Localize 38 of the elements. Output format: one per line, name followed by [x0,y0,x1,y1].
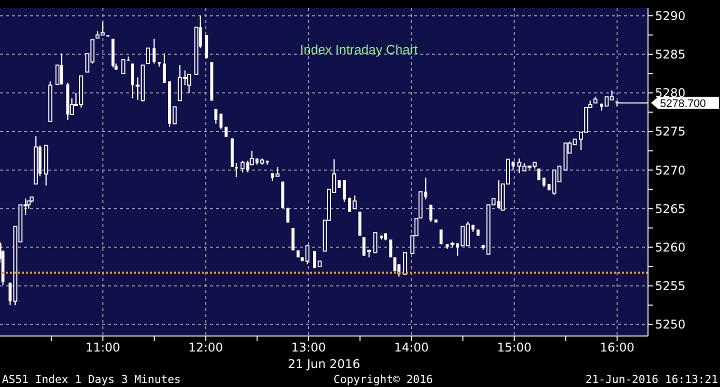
x-tick-label: 15:00 [496,340,532,355]
x-tick-label: 12:00 [188,340,224,355]
candlestick [403,252,408,275]
candlestick [234,162,238,178]
y-tick-label: 5280 [655,86,686,100]
y-tick-label: 5270 [655,163,686,178]
x-tick-label: 16:00 [600,340,634,355]
candlestick [152,38,156,64]
y-tick-label: 5290 [655,8,686,23]
y-tick-label: 5255 [655,279,686,294]
candlestick [219,113,222,130]
y-tick-label: 5285 [655,48,686,62]
candlestick [187,74,192,94]
text: AS51 Index 1 Days 3 Minutes [2,373,181,386]
candlestick [205,34,208,59]
candlestick [358,211,362,236]
candlestick [8,282,12,306]
candlestick [214,108,218,124]
candlestick [429,204,432,222]
text: 21-Jun-2016 16:13:21 [586,373,718,386]
candlestick [389,238,392,258]
candlestick [162,52,166,84]
ref-line-label: 5278.700 [660,98,706,110]
text: Index Intraday Chart [300,42,418,57]
x-tick-label: 11:00 [86,340,120,355]
y-tick-label: 5275 [655,124,686,139]
candlestick [146,48,150,64]
candlestick [305,245,310,265]
y-tick-label: 5265 [655,202,686,216]
y-tick-label: 5250 [655,318,686,332]
text: Copyright© 2016 [334,373,433,386]
x-tick-label: 13:00 [291,340,326,355]
candlestick [342,180,346,202]
y-tick-label: 5260 [655,240,686,255]
candlestick [373,232,378,254]
candlestick [240,160,245,173]
x-tick-label: 14:00 [394,340,429,355]
x-axis-title: 21 Jun 2016 [288,357,360,371]
